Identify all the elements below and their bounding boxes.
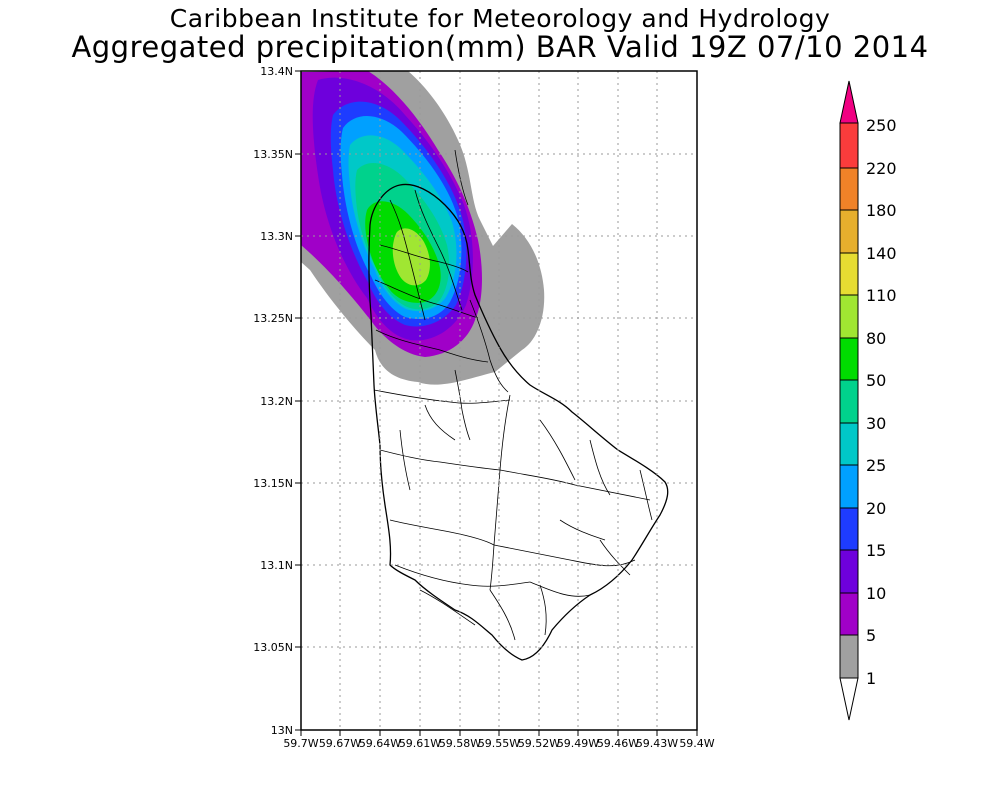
colorbar-label: 25 <box>866 456 886 475</box>
colorbar-label: 20 <box>866 499 886 518</box>
colorbar-swatch <box>839 209 859 254</box>
lat-label: 13.25N <box>253 312 293 325</box>
colorbar-label: 220 <box>866 159 897 178</box>
colorbar-labels: 1 5 10 15 20 25 30 50 80 110 140 180 220… <box>866 116 897 688</box>
colorbar-label: 15 <box>866 541 886 560</box>
colorbar-label: 1 <box>866 669 876 688</box>
lat-label: 13.35N <box>253 148 293 161</box>
lon-label: 59.55W <box>478 737 520 750</box>
lon-label: 59.52W <box>518 737 560 750</box>
colorbar-label: 110 <box>866 286 897 305</box>
x-axis-labels: 59.7W 59.67W 59.64W 59.61W 59.58W 59.55W… <box>283 737 714 750</box>
colorbar-label: 250 <box>866 116 897 135</box>
lon-label: 59.4W <box>679 737 714 750</box>
colorbar-swatch <box>839 634 859 679</box>
tick-marks <box>295 70 698 736</box>
lon-label: 59.64W <box>359 737 401 750</box>
colorbar-label: 80 <box>866 329 886 348</box>
colorbar-swatch <box>839 122 859 169</box>
lat-label: 13.05N <box>253 641 293 654</box>
colorbar-upper-arrow <box>839 80 859 124</box>
gridlines <box>301 71 697 730</box>
colorbar-label: 180 <box>866 201 897 220</box>
barbados-coastline <box>368 183 669 661</box>
colorbar-label: 5 <box>866 626 876 645</box>
lon-label: 59.46W <box>597 737 639 750</box>
colorbar-swatch <box>839 294 859 339</box>
internal-boundaries <box>373 149 653 641</box>
map-plot-area: 59.7W 59.67W 59.64W 59.61W 59.58W 59.55W… <box>253 65 715 750</box>
lon-label: 59.7W <box>283 737 318 750</box>
lat-label: 13.2N <box>260 395 293 408</box>
precipitation-field <box>301 71 545 385</box>
colorbar-label: 140 <box>866 244 897 263</box>
y-axis-labels: 13.4N 13.35N 13.3N 13.25N 13.2N 13.15N 1… <box>253 65 293 737</box>
colorbar-label: 50 <box>866 371 886 390</box>
colorbar-label: 30 <box>866 414 886 433</box>
colorbar-swatch <box>839 379 859 424</box>
title-line-1: Caribbean Institute for Meteorology and … <box>169 4 831 33</box>
lon-label: 59.58W <box>439 737 481 750</box>
lon-label: 59.43W <box>636 737 678 750</box>
title-line-2: Aggregated precipitation(mm) BAR Valid 1… <box>71 30 929 64</box>
colorbar-swatch <box>839 507 859 551</box>
contour-80mm <box>392 228 430 286</box>
colorbar-label: 10 <box>866 584 886 603</box>
colorbar <box>839 80 859 721</box>
lon-label: 59.67W <box>319 737 361 750</box>
colorbar-swatch <box>839 464 859 509</box>
lat-label: 13.1N <box>260 559 293 572</box>
colorbar-swatch <box>839 592 859 636</box>
lon-label: 59.49W <box>557 737 599 750</box>
lat-label: 13.15N <box>253 477 293 490</box>
lat-label: 13.3N <box>260 230 293 243</box>
colorbar-swatch <box>839 252 859 296</box>
lat-label: 13N <box>271 724 293 737</box>
colorbar-swatch <box>839 337 859 381</box>
colorbar-swatch <box>839 549 859 594</box>
colorbar-swatch <box>839 167 859 211</box>
lat-label: 13.4N <box>260 65 293 78</box>
colorbar-swatch <box>839 422 859 466</box>
colorbar-lower-arrow <box>839 677 859 721</box>
lon-label: 59.61W <box>399 737 441 750</box>
